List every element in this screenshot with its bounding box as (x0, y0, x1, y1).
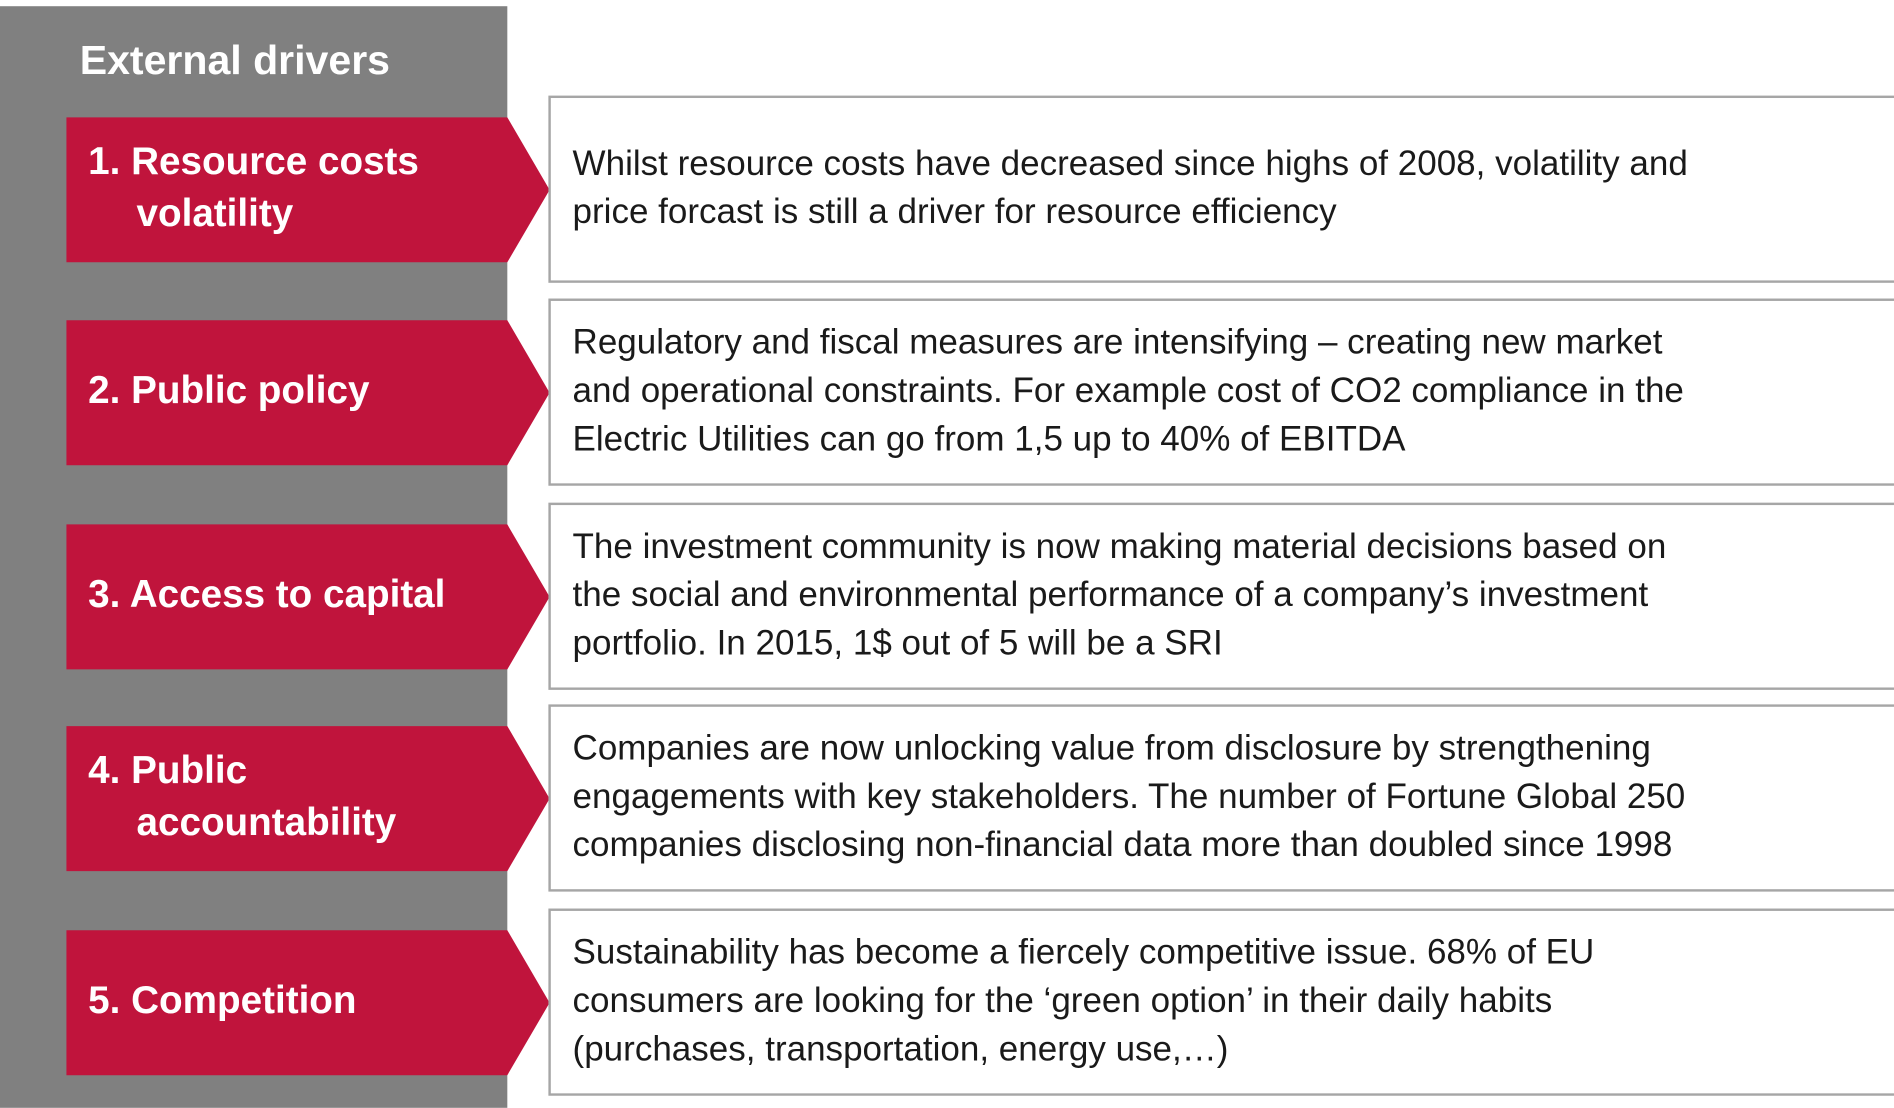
driver-description: and operational constraints. For example… (573, 371, 1684, 410)
driver-label: 2. Public policy (88, 369, 370, 412)
panel-title: External drivers (80, 37, 390, 83)
driver-label: 5. Competition (88, 979, 356, 1022)
driver-label: 1. Resource costs (88, 140, 419, 183)
driver-description: price forcast is still a driver for reso… (573, 192, 1338, 231)
driver-description: Sustainability has become a fiercely com… (573, 933, 1595, 972)
description-box (548, 502, 1894, 690)
description-box (548, 95, 1894, 283)
driver-description: Electric Utilities can go from 1,5 up to… (573, 419, 1407, 458)
driver-description: portfolio. In 2015, 1$ out of 5 will be … (573, 623, 1223, 662)
driver-arrow (66, 320, 550, 466)
driver-label: 3. Access to capital (88, 573, 445, 616)
driver-arrow (66, 726, 550, 872)
description-box (548, 704, 1894, 892)
driver-description: the social and environmental performance… (573, 575, 1649, 614)
description-box (548, 908, 1894, 1096)
driver-description: Companies are now unlocking value from d… (573, 729, 1651, 768)
driver-description: (purchases, transportation, energy use,…… (573, 1029, 1229, 1068)
driver-description: Regulatory and fiscal measures are inten… (573, 323, 1663, 362)
driver-label: 4. Public (88, 749, 247, 792)
driver-label: volatility (136, 192, 293, 235)
driver-arrow (66, 930, 550, 1076)
driver-description: The investment community is now making m… (573, 527, 1667, 566)
driver-description: Whilst resource costs have decreased sin… (573, 144, 1688, 183)
driver-description: companies disclosing non-financial data … (573, 825, 1673, 864)
driver-arrow (66, 117, 550, 263)
description-box (548, 298, 1894, 486)
driver-description: consumers are looking for the ‘green opt… (573, 981, 1553, 1020)
driver-arrow (66, 524, 550, 670)
driver-label: accountability (136, 801, 396, 844)
driver-description: engagements with key stakeholders. The n… (573, 777, 1686, 816)
